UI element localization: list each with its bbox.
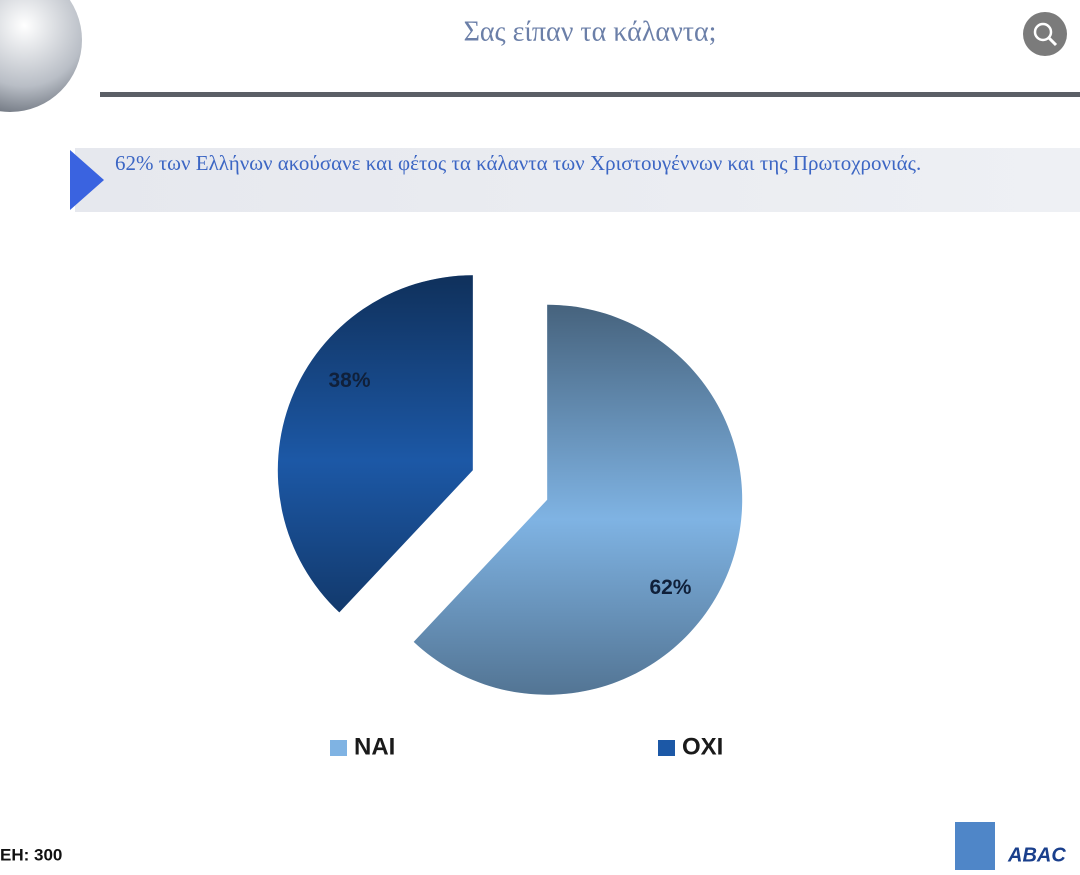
legend-label: NAI (354, 733, 395, 760)
subtitle: 62% των Ελλήνων ακούσανε και φέτος τα κά… (115, 151, 922, 175)
slice-label: 38% (329, 369, 371, 392)
sample-note: ΕΗ: 300 (0, 845, 62, 864)
bullet-arrow (70, 150, 104, 210)
logo-mark (955, 822, 995, 870)
slice-label: 62% (649, 576, 691, 599)
pie: 62% 38% (277, 275, 743, 695)
legend-swatch (330, 740, 347, 756)
subtitle-band (75, 148, 1080, 212)
zoom-icon (1033, 22, 1053, 42)
zoom-icon (1047, 36, 1058, 47)
legend-label: OXI (682, 733, 723, 760)
slice-shade (413, 304, 743, 695)
slice-shade (277, 275, 473, 613)
decor-sphere (0, 0, 82, 112)
header-rule (100, 92, 1080, 97)
zoom-button[interactable] (1023, 12, 1067, 56)
slide-title: Σας είπαν τα κάλαντα; (464, 16, 717, 47)
legend-swatch (658, 740, 675, 756)
legend: NAI OXI (330, 733, 723, 760)
logo-text: ABAC (1007, 844, 1066, 866)
subtitle-box: 62% των Ελλήνων ακούσανε και φέτος τα κά… (115, 151, 922, 175)
